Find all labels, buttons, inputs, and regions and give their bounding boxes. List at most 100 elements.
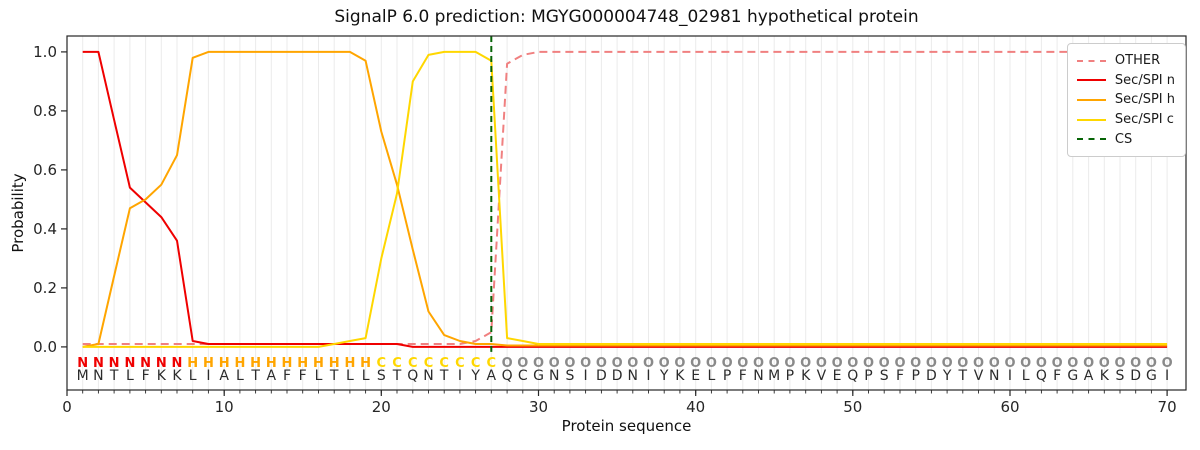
- svg-text:S: S: [377, 368, 386, 384]
- svg-text:I: I: [1165, 368, 1169, 384]
- svg-text:C: C: [439, 356, 449, 371]
- svg-text:O: O: [549, 356, 560, 371]
- svg-text:K: K: [801, 368, 811, 384]
- legend-label: Sec/SPI n: [1114, 72, 1175, 88]
- x-axis-label: Protein sequence: [561, 417, 692, 435]
- svg-text:O: O: [1130, 356, 1141, 371]
- legend-item-cs: CS: [1076, 129, 1175, 149]
- svg-text:A: A: [219, 368, 229, 384]
- svg-text:H: H: [203, 356, 214, 371]
- svg-text:G: G: [533, 368, 544, 384]
- svg-text:L: L: [707, 368, 715, 384]
- svg-text:O: O: [1004, 356, 1015, 371]
- svg-text:O: O: [737, 356, 748, 371]
- svg-text:H: H: [297, 356, 308, 371]
- svg-text:H: H: [313, 356, 324, 371]
- series-sec-spi-n: [82, 50, 1168, 348]
- svg-text:N: N: [989, 368, 999, 384]
- x-axis-ticks: 0 10 20 30 40 50 60 70: [62, 390, 1177, 416]
- svg-text:L: L: [236, 368, 244, 384]
- svg-text:F: F: [1053, 368, 1061, 384]
- svg-text:O: O: [973, 356, 984, 371]
- svg-text:O: O: [1099, 356, 1110, 371]
- svg-text:O: O: [926, 356, 937, 371]
- svg-text:A: A: [267, 368, 277, 384]
- svg-text:O: O: [1036, 356, 1047, 371]
- svg-text:O: O: [690, 356, 701, 371]
- svg-text:T: T: [439, 368, 449, 384]
- svg-text:O: O: [942, 356, 953, 371]
- svg-text:N: N: [93, 356, 104, 371]
- svg-text:F: F: [739, 368, 747, 384]
- svg-text:H: H: [282, 356, 293, 371]
- svg-text:O: O: [706, 356, 717, 371]
- svg-text:O: O: [800, 356, 811, 371]
- svg-text:L: L: [362, 368, 370, 384]
- svg-text:O: O: [1146, 356, 1157, 371]
- svg-text:N: N: [109, 356, 120, 371]
- svg-text:1.0: 1.0: [33, 43, 57, 61]
- svg-text:N: N: [93, 368, 103, 384]
- svg-text:D: D: [596, 368, 607, 384]
- svg-text:0.2: 0.2: [33, 279, 57, 297]
- svg-text:O: O: [863, 356, 874, 371]
- svg-text:C: C: [377, 356, 387, 371]
- svg-text:H: H: [250, 356, 261, 371]
- legend-label: Sec/SPI c: [1114, 112, 1174, 128]
- svg-text:O: O: [643, 356, 654, 371]
- svg-text:L: L: [315, 368, 323, 384]
- svg-text:O: O: [832, 356, 843, 371]
- svg-text:0.6: 0.6: [33, 161, 57, 179]
- svg-text:O: O: [596, 356, 607, 371]
- svg-text:E: E: [833, 368, 842, 384]
- svg-text:C: C: [487, 356, 497, 371]
- svg-text:V: V: [974, 368, 984, 384]
- svg-text:K: K: [675, 368, 685, 384]
- svg-text:C: C: [471, 356, 481, 371]
- svg-text:T: T: [250, 368, 260, 384]
- svg-text:H: H: [266, 356, 277, 371]
- svg-text:O: O: [502, 356, 513, 371]
- series-sec-spi-h: [82, 50, 1168, 348]
- legend-label: OTHER: [1114, 53, 1161, 69]
- svg-text:Y: Y: [659, 368, 669, 384]
- svg-text:P: P: [786, 368, 794, 384]
- gridlines: [82, 36, 1168, 390]
- svg-text:O: O: [957, 356, 968, 371]
- svg-text:O: O: [533, 356, 544, 371]
- svg-text:I: I: [458, 368, 462, 384]
- svg-text:G: G: [1146, 368, 1157, 384]
- svg-text:O: O: [580, 356, 591, 371]
- legend-label: CS: [1114, 131, 1133, 147]
- svg-text:O: O: [894, 356, 905, 371]
- svg-text:S: S: [1116, 368, 1125, 384]
- svg-text:L: L: [346, 368, 354, 384]
- svg-text:Y: Y: [470, 368, 480, 384]
- svg-text:O: O: [612, 356, 623, 371]
- svg-text:O: O: [879, 356, 890, 371]
- svg-text:F: F: [299, 368, 307, 384]
- svg-text:O: O: [989, 356, 1000, 371]
- svg-text:N: N: [628, 368, 638, 384]
- svg-text:C: C: [518, 368, 528, 384]
- svg-text:T: T: [958, 368, 968, 384]
- legend-item-sec-spi-c: Sec/SPI c: [1076, 110, 1175, 130]
- svg-text:N: N: [156, 356, 167, 371]
- legend-line-sample: [1076, 118, 1106, 121]
- svg-text:E: E: [691, 368, 700, 384]
- svg-text:H: H: [187, 356, 198, 371]
- chart-title: SignalP 6.0 prediction: MGYG000004748_02…: [334, 7, 919, 27]
- svg-text:0: 0: [62, 398, 72, 416]
- svg-text:30: 30: [529, 398, 548, 416]
- svg-text:O: O: [753, 356, 764, 371]
- svg-text:L: L: [189, 368, 197, 384]
- svg-text:C: C: [424, 356, 434, 371]
- svg-text:O: O: [1020, 356, 1031, 371]
- svg-text:Q: Q: [1036, 368, 1047, 384]
- svg-text:M: M: [768, 368, 780, 384]
- legend-item-sec-spi-n: Sec/SPI n: [1076, 71, 1175, 91]
- svg-text:Q: Q: [502, 368, 513, 384]
